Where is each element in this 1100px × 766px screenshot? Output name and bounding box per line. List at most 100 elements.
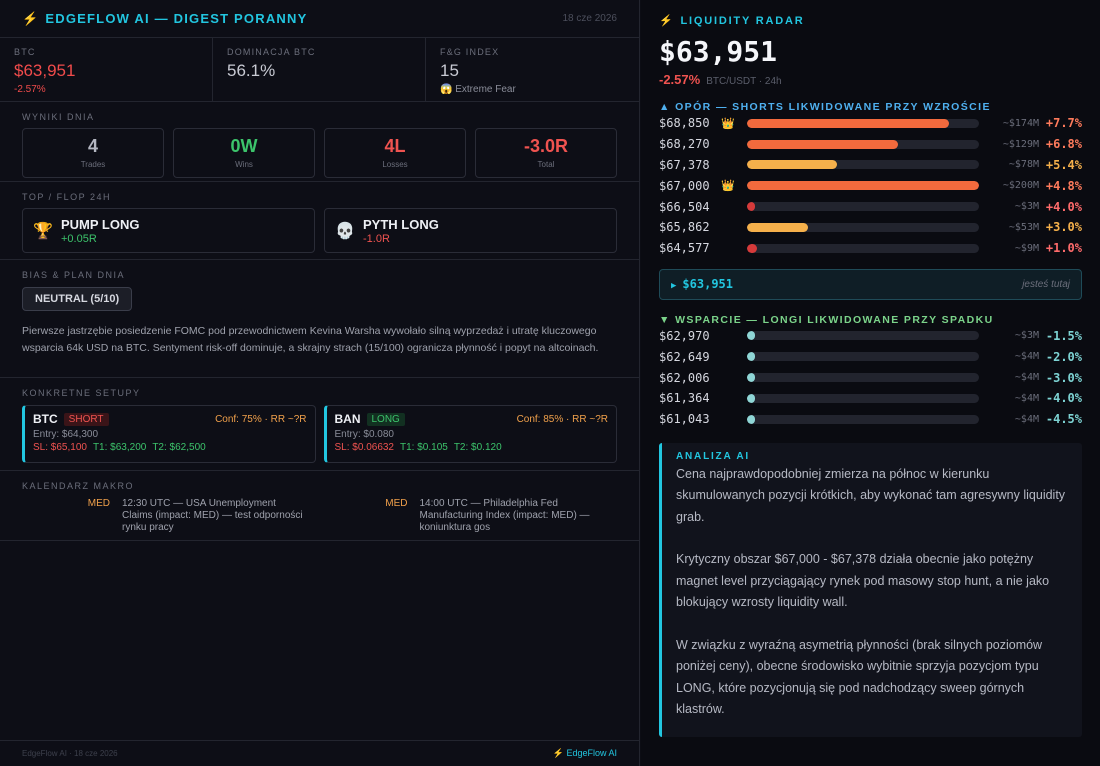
analysis-paragraph: Krytyczny obszar $67,000 - $67,378 dział… (676, 552, 1050, 610)
setup-confidence: Conf: 75% · RR ~?R (215, 413, 307, 425)
liquidity-bar-fill (747, 243, 758, 253)
setup-card[interactable]: BTC SHORT Conf: 75% · RR ~?R Entry: $64,… (22, 405, 316, 463)
digest-date: 18 cze 2026 (562, 13, 618, 24)
liquidity-bar-fill (747, 393, 756, 403)
level-distance: +4.0% (1045, 199, 1082, 214)
digest-title: ⚡ EDGEFLOW AI — DIGEST PORANNY (22, 10, 308, 26)
liquidity-bar (747, 331, 979, 341)
section-label: KONKRETNE SETUPY (22, 388, 141, 398)
dominance-value: 56.1% (227, 61, 276, 80)
level-distance: +4.8% (1045, 178, 1082, 193)
btc-price: $63,951 (14, 61, 76, 80)
trophy-icon: 🏆 (33, 222, 53, 240)
crown-icon: 👑 (721, 179, 735, 193)
liquidity-bar-fill (747, 139, 898, 149)
liquidity-bar (747, 160, 979, 170)
analysis-paragraph: W związku z wyraźną asymetrią płynności … (676, 637, 1043, 717)
section-label: BIAS & PLAN DNIA (22, 270, 126, 280)
level-distance: -1.5% (1045, 328, 1082, 343)
liquidity-bar-fill (747, 202, 756, 212)
level-distance: -4.5% (1045, 412, 1082, 427)
fear-greed-value: 15 (440, 61, 459, 80)
level-price: $68,270 (659, 137, 710, 152)
setup-side-badge: SHORT (63, 412, 109, 426)
setup-symbol: BTC (33, 412, 58, 426)
flop-trade-card: 💀 PYTH LONG -1.0R (324, 208, 617, 253)
liquidity-size: ~$4M (1014, 392, 1039, 404)
level-distance: +3.0% (1045, 220, 1082, 235)
stat-fear-greed: F&G INDEX 15 😱 Extreme Fear (426, 38, 639, 101)
setup-entry: Entry: $0.080 (334, 429, 394, 440)
macro-event-text: 14:00 UTC — Philadelphia Fed Manufacturi… (419, 498, 590, 533)
result-losses: 4L Losses (324, 128, 466, 178)
macro-calendar: KALENDARZ MAKRO MED 12:30 UTC — USA Unem… (0, 471, 639, 541)
liquidity-bar (747, 139, 979, 149)
resistance-heading: ▲ OPÓR — SHORTS LIKWIDOWANE PRZY WZROŚCI… (659, 101, 991, 113)
level-distance: +6.8% (1045, 137, 1082, 152)
liquidity-size: ~$4M (1014, 351, 1039, 363)
bias-plan: BIAS & PLAN DNIA NEUTRAL (5/10) Pierwsze… (0, 260, 639, 378)
liquidity-size: ~$174M (1002, 117, 1039, 129)
liquidity-size: ~$9M (1014, 242, 1039, 254)
resistance-level-row: $64,577 ~$9M +1.0% (659, 238, 1082, 259)
digest-footer: EdgeFlow AI · 18 cze 2026 ⚡ EdgeFlow AI (0, 740, 639, 766)
resistance-levels: $68,850 👑 ~$174M +7.7% $68,270 ~$129M +6.8% $67… (659, 113, 1082, 259)
resistance-level-row: $66,504 ~$3M +4.0% (659, 196, 1082, 217)
radar-pair: BTC/USDT · 24h (706, 76, 782, 87)
result-total: -3.0R Total (475, 128, 617, 178)
macro-event: MED 14:00 UTC — Philadelphia Fed Manufac… (320, 498, 618, 534)
level-distance: +1.0% (1045, 241, 1082, 256)
lightning-icon: ⚡ (552, 748, 564, 758)
result-trades: 4 Trades (22, 128, 164, 178)
setup-card[interactable]: BAN LONG Conf: 85% · RR ~?R Entry: $0.08… (323, 405, 617, 463)
level-price: $62,649 (659, 349, 710, 364)
liquidity-bar-fill (747, 181, 979, 191)
setup-entry: Entry: $64,300 (33, 429, 99, 440)
footer-text: EdgeFlow AI · 18 cze 2026 (22, 749, 118, 758)
section-label: TOP / FLOP 24H (22, 192, 112, 202)
radar-change-row: -2.57% BTC/USDT · 24h (659, 72, 1082, 87)
radar-title: ⚡ LIQUIDITY RADAR (659, 15, 805, 27)
level-distance: +5.4% (1045, 157, 1082, 172)
bias-badge: NEUTRAL (5/10) (22, 287, 133, 311)
digest-header: ⚡ EDGEFLOW AI — DIGEST PORANNY 18 cze 202… (0, 0, 639, 38)
resistance-level-row: $67,000 👑 ~$200M +4.8% (659, 175, 1082, 196)
footer-brand-link[interactable]: ⚡ EdgeFlow AI (552, 748, 617, 758)
section-label: WYNIKI DNIA (22, 112, 95, 122)
resistance-level-row: $68,850 👑 ~$174M +7.7% (659, 113, 1082, 134)
liquidity-size: ~$200M (1002, 180, 1039, 192)
liquidity-bar-fill (747, 118, 949, 128)
liquidity-bar-fill (747, 160, 838, 170)
level-price: $61,043 (659, 412, 710, 427)
setup-levels: SL: $65,100 T1: $63,200 T2: $62,500 (33, 442, 206, 453)
impact-label: MED (385, 498, 408, 509)
market-stats: BTC $63,951 -2.57% DOMINACJA BTC 56.1% F… (0, 38, 639, 102)
liquidity-size: ~$4M (1014, 372, 1039, 384)
liquidity-bar (747, 352, 979, 362)
setup-levels: SL: $0.06632 T1: $0.105 T2: $0.120 (334, 442, 502, 453)
analysis-title: ANALIZA AI (676, 450, 750, 462)
lightning-icon: ⚡ (659, 15, 675, 27)
liquidity-size: ~$3M (1014, 201, 1039, 213)
liquidity-bar (747, 414, 979, 424)
liquidity-size: ~$129M (1002, 138, 1039, 150)
level-price: $61,364 (659, 391, 710, 406)
level-price: $68,850 (659, 116, 710, 131)
stat-dominance: DOMINACJA BTC 56.1% (213, 38, 426, 101)
digest-panel: ⚡ EDGEFLOW AI — DIGEST PORANNY 18 cze 202… (0, 0, 640, 766)
liquidity-size: ~$3M (1014, 330, 1039, 342)
trade-setups: KONKRETNE SETUPY BTC SHORT Conf: 75% · R… (0, 378, 639, 471)
setup-side-badge: LONG (366, 412, 405, 426)
result-wins: 0W Wins (173, 128, 315, 178)
level-price: $64,577 (659, 241, 710, 256)
level-distance: -2.0% (1045, 349, 1082, 364)
liquidity-radar-panel: ⚡ LIQUIDITY RADAR $63,951 -2.57% BTC/USDT … (641, 0, 1100, 766)
liquidity-bar-fill (747, 331, 756, 341)
level-distance: -3.0% (1045, 370, 1082, 385)
liquidity-size: ~$4M (1014, 413, 1039, 425)
lightning-icon: ⚡ (22, 10, 40, 26)
impact-label: MED (87, 498, 110, 509)
fear-greed-label: 😱 Extreme Fear (440, 84, 516, 95)
liquidity-bar-fill (747, 414, 756, 424)
crown-icon: 👑 (721, 116, 735, 130)
